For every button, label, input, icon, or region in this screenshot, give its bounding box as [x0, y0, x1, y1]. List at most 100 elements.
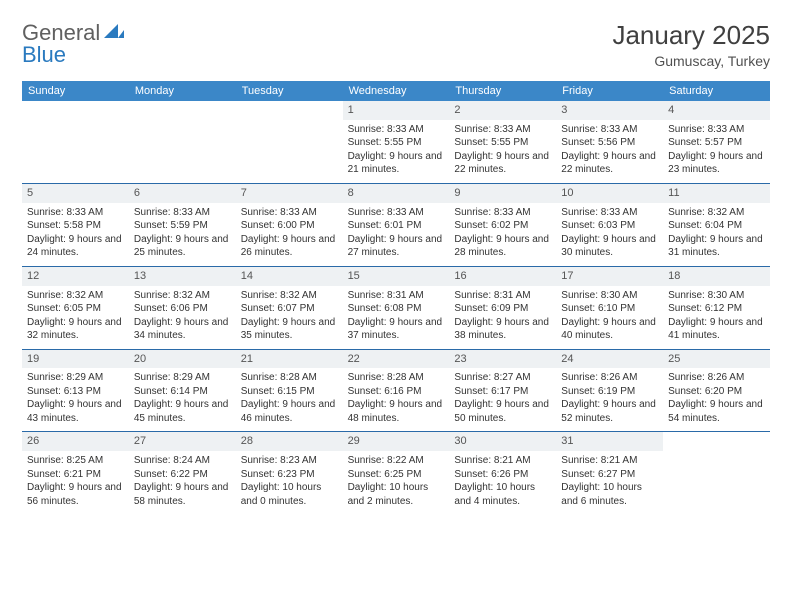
sunrise-text: Sunrise: 8:30 AM — [561, 289, 658, 303]
day-number: 26 — [22, 432, 129, 451]
day-number: 18 — [663, 267, 770, 286]
sunrise-text: Sunrise: 8:32 AM — [241, 289, 338, 303]
calendar-body: 1Sunrise: 8:33 AMSunset: 5:55 PMDaylight… — [22, 101, 770, 514]
day-number: 13 — [129, 267, 236, 286]
day-number: 1 — [343, 101, 450, 120]
sunrise-text: Sunrise: 8:30 AM — [668, 289, 765, 303]
page-subtitle: Gumuscay, Turkey — [612, 53, 770, 69]
calendar-day: 7Sunrise: 8:33 AMSunset: 6:00 PMDaylight… — [236, 184, 343, 266]
daylight-text: Daylight: 9 hours and 22 minutes. — [454, 150, 551, 177]
calendar-day: 8Sunrise: 8:33 AMSunset: 6:01 PMDaylight… — [343, 184, 450, 266]
sunset-text: Sunset: 6:27 PM — [561, 468, 658, 482]
sunrise-text: Sunrise: 8:32 AM — [668, 206, 765, 220]
daylight-text: Daylight: 9 hours and 46 minutes. — [241, 398, 338, 425]
daylight-text: Daylight: 10 hours and 2 minutes. — [348, 481, 445, 508]
sunset-text: Sunset: 6:03 PM — [561, 219, 658, 233]
sunset-text: Sunset: 6:04 PM — [668, 219, 765, 233]
sunset-text: Sunset: 6:15 PM — [241, 385, 338, 399]
sunrise-text: Sunrise: 8:28 AM — [241, 371, 338, 385]
day-number: 16 — [449, 267, 556, 286]
sunrise-text: Sunrise: 8:22 AM — [348, 454, 445, 468]
sunrise-text: Sunrise: 8:33 AM — [27, 206, 124, 220]
daylight-text: Daylight: 9 hours and 30 minutes. — [561, 233, 658, 260]
sunrise-text: Sunrise: 8:32 AM — [134, 289, 231, 303]
logo-triangle-icon — [104, 22, 124, 38]
daylight-text: Daylight: 9 hours and 52 minutes. — [561, 398, 658, 425]
sunset-text: Sunset: 6:22 PM — [134, 468, 231, 482]
calendar-day: 25Sunrise: 8:26 AMSunset: 6:20 PMDayligh… — [663, 350, 770, 432]
sunrise-text: Sunrise: 8:33 AM — [561, 123, 658, 137]
sunrise-text: Sunrise: 8:31 AM — [454, 289, 551, 303]
day-number: 22 — [343, 350, 450, 369]
sunset-text: Sunset: 6:21 PM — [27, 468, 124, 482]
daylight-text: Daylight: 9 hours and 28 minutes. — [454, 233, 551, 260]
calendar-day: 21Sunrise: 8:28 AMSunset: 6:15 PMDayligh… — [236, 350, 343, 432]
calendar-empty — [129, 101, 236, 183]
sunset-text: Sunset: 5:55 PM — [454, 136, 551, 150]
calendar-week: 19Sunrise: 8:29 AMSunset: 6:13 PMDayligh… — [22, 350, 770, 433]
daylight-text: Daylight: 10 hours and 0 minutes. — [241, 481, 338, 508]
sunrise-text: Sunrise: 8:33 AM — [134, 206, 231, 220]
weekday-header: Sunday — [22, 81, 129, 101]
calendar-day: 29Sunrise: 8:22 AMSunset: 6:25 PMDayligh… — [343, 432, 450, 514]
calendar-empty — [22, 101, 129, 183]
day-number: 8 — [343, 184, 450, 203]
day-number: 24 — [556, 350, 663, 369]
day-number: 27 — [129, 432, 236, 451]
calendar-day: 17Sunrise: 8:30 AMSunset: 6:10 PMDayligh… — [556, 267, 663, 349]
sunset-text: Sunset: 6:09 PM — [454, 302, 551, 316]
daylight-text: Daylight: 9 hours and 40 minutes. — [561, 316, 658, 343]
calendar-week: 1Sunrise: 8:33 AMSunset: 5:55 PMDaylight… — [22, 101, 770, 184]
day-number: 30 — [449, 432, 556, 451]
sunset-text: Sunset: 6:20 PM — [668, 385, 765, 399]
daylight-text: Daylight: 9 hours and 27 minutes. — [348, 233, 445, 260]
calendar-day: 3Sunrise: 8:33 AMSunset: 5:56 PMDaylight… — [556, 101, 663, 183]
sunset-text: Sunset: 5:58 PM — [27, 219, 124, 233]
day-number: 12 — [22, 267, 129, 286]
daylight-text: Daylight: 9 hours and 56 minutes. — [27, 481, 124, 508]
daylight-text: Daylight: 9 hours and 25 minutes. — [134, 233, 231, 260]
daylight-text: Daylight: 9 hours and 38 minutes. — [454, 316, 551, 343]
sunrise-text: Sunrise: 8:26 AM — [668, 371, 765, 385]
sunrise-text: Sunrise: 8:25 AM — [27, 454, 124, 468]
sunset-text: Sunset: 6:16 PM — [348, 385, 445, 399]
sunset-text: Sunset: 6:17 PM — [454, 385, 551, 399]
calendar-day: 5Sunrise: 8:33 AMSunset: 5:58 PMDaylight… — [22, 184, 129, 266]
day-number: 28 — [236, 432, 343, 451]
page-title: January 2025 — [612, 20, 770, 51]
daylight-text: Daylight: 9 hours and 54 minutes. — [668, 398, 765, 425]
calendar-day: 24Sunrise: 8:26 AMSunset: 6:19 PMDayligh… — [556, 350, 663, 432]
daylight-text: Daylight: 9 hours and 58 minutes. — [134, 481, 231, 508]
calendar-day: 13Sunrise: 8:32 AMSunset: 6:06 PMDayligh… — [129, 267, 236, 349]
daylight-text: Daylight: 10 hours and 4 minutes. — [454, 481, 551, 508]
day-number: 19 — [22, 350, 129, 369]
weekday-header: Monday — [129, 81, 236, 101]
sunset-text: Sunset: 6:08 PM — [348, 302, 445, 316]
sunrise-text: Sunrise: 8:31 AM — [348, 289, 445, 303]
calendar-empty — [236, 101, 343, 183]
day-number: 4 — [663, 101, 770, 120]
calendar-week: 26Sunrise: 8:25 AMSunset: 6:21 PMDayligh… — [22, 432, 770, 514]
sunrise-text: Sunrise: 8:33 AM — [348, 206, 445, 220]
day-number: 31 — [556, 432, 663, 451]
sunset-text: Sunset: 5:59 PM — [134, 219, 231, 233]
day-number: 6 — [129, 184, 236, 203]
calendar-day: 10Sunrise: 8:33 AMSunset: 6:03 PMDayligh… — [556, 184, 663, 266]
weekday-header: Wednesday — [343, 81, 450, 101]
daylight-text: Daylight: 9 hours and 31 minutes. — [668, 233, 765, 260]
sunrise-text: Sunrise: 8:33 AM — [561, 206, 658, 220]
calendar-day: 20Sunrise: 8:29 AMSunset: 6:14 PMDayligh… — [129, 350, 236, 432]
sunrise-text: Sunrise: 8:32 AM — [27, 289, 124, 303]
sunset-text: Sunset: 5:56 PM — [561, 136, 658, 150]
daylight-text: Daylight: 9 hours and 26 minutes. — [241, 233, 338, 260]
calendar-day: 26 Sunrise: 8:25 AMSunset: 6:21 PMDayligh… — [22, 432, 129, 514]
day-number: 29 — [343, 432, 450, 451]
sunset-text: Sunset: 6:02 PM — [454, 219, 551, 233]
calendar-day: 31Sunrise: 8:21 AMSunset: 6:27 PMDayligh… — [556, 432, 663, 514]
sunset-text: Sunset: 6:05 PM — [27, 302, 124, 316]
calendar-day: 28Sunrise: 8:23 AMSunset: 6:23 PMDayligh… — [236, 432, 343, 514]
daylight-text: Daylight: 9 hours and 23 minutes. — [668, 150, 765, 177]
weekday-header: Friday — [556, 81, 663, 101]
sunrise-text: Sunrise: 8:33 AM — [454, 123, 551, 137]
sunset-text: Sunset: 5:55 PM — [348, 136, 445, 150]
